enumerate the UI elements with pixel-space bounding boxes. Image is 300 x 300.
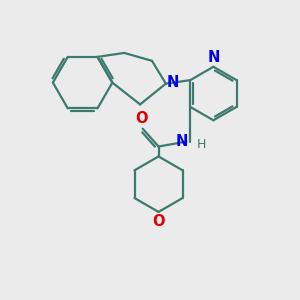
Text: O: O [135,111,148,126]
Text: N: N [167,75,179,90]
Text: O: O [152,214,165,229]
Text: H: H [197,138,207,151]
Text: N: N [176,134,188,149]
Text: N: N [207,50,220,65]
